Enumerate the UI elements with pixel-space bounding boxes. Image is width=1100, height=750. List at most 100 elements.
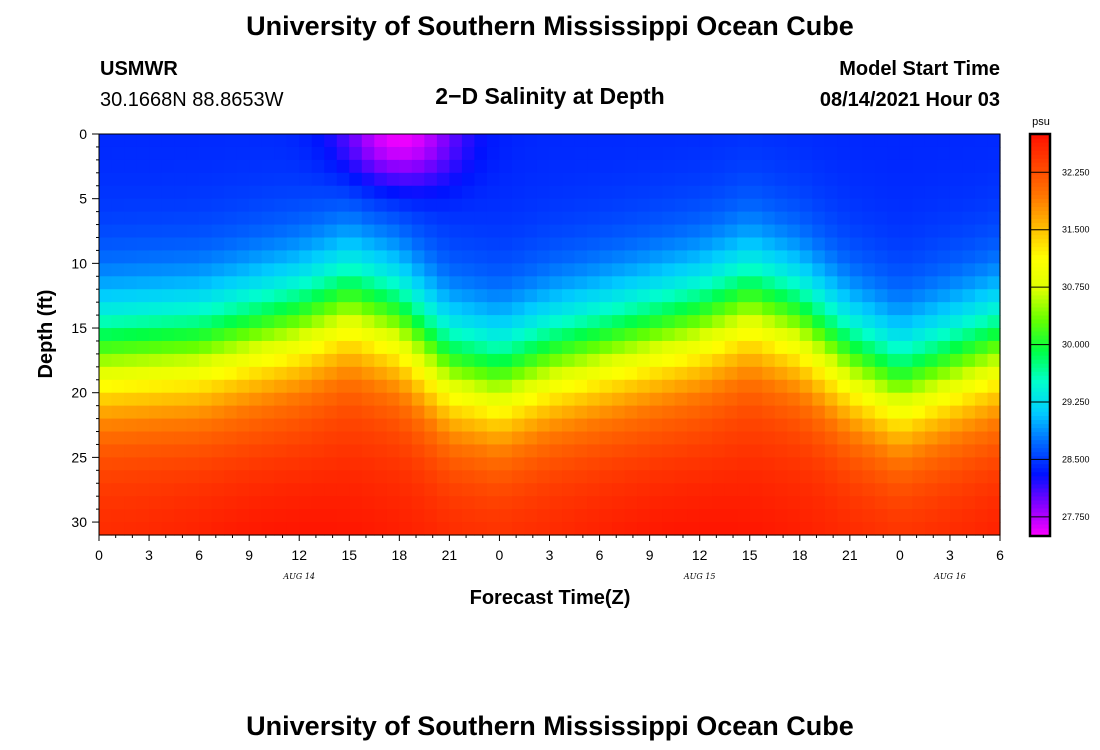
heatmap-cell <box>949 263 964 277</box>
heatmap-cell <box>912 159 926 174</box>
colorbar-band <box>1030 250 1050 256</box>
colorbar-band <box>1030 278 1050 284</box>
heatmap-cell <box>236 302 250 316</box>
heatmap-cell <box>987 405 1001 420</box>
heatmap-cell <box>824 405 838 420</box>
heatmap-cell <box>461 172 476 187</box>
heatmap-cell <box>774 418 788 433</box>
heatmap-cell <box>274 457 288 471</box>
heatmap-cell <box>712 328 726 342</box>
heatmap-cell <box>149 146 163 161</box>
heatmap-cell <box>562 172 576 187</box>
heatmap-cell <box>424 185 438 200</box>
heatmap-cell <box>724 392 738 407</box>
heatmap-cell <box>449 172 463 187</box>
heatmap-cell <box>399 431 413 446</box>
heatmap-cell <box>224 522 238 536</box>
heatmap-cell <box>849 340 863 355</box>
heatmap-cell <box>249 366 263 381</box>
heatmap-cell <box>411 146 425 161</box>
heatmap-cell <box>787 431 801 446</box>
heatmap-cell <box>799 315 813 329</box>
heatmap-cell <box>99 328 113 342</box>
heatmap-cell <box>224 366 238 381</box>
heatmap-cell <box>524 263 538 277</box>
colorbar-band <box>1030 527 1050 533</box>
heatmap-cell <box>299 522 313 536</box>
heatmap-cell <box>449 340 463 355</box>
heatmap-cell <box>461 496 476 510</box>
heatmap-cell <box>937 496 951 510</box>
heatmap-cell <box>899 379 913 394</box>
heatmap-cell <box>511 379 526 394</box>
heatmap-cell <box>161 146 175 161</box>
heatmap-cell <box>236 418 250 433</box>
heatmap-cell <box>674 457 688 471</box>
heatmap-cell <box>899 509 913 523</box>
heatmap-cell <box>511 289 526 303</box>
heatmap-cell <box>599 470 613 484</box>
heatmap-cell <box>474 237 488 252</box>
heatmap-cell <box>549 418 563 433</box>
heatmap-cell <box>962 172 976 187</box>
heatmap-cell <box>136 302 150 316</box>
heatmap-cell <box>699 366 713 381</box>
heatmap-cell <box>386 431 400 446</box>
heatmap-cell <box>712 172 726 187</box>
heatmap-cell <box>649 353 663 368</box>
x-tick-label: 6 <box>996 547 1004 563</box>
heatmap-cell <box>399 340 413 355</box>
heatmap-cell <box>211 159 225 174</box>
heatmap-cell <box>862 172 876 187</box>
heatmap-cell <box>324 353 338 368</box>
heatmap-cell <box>737 496 751 510</box>
heatmap-cell <box>724 328 738 342</box>
heatmap-cell <box>712 522 726 536</box>
heatmap-cell <box>324 250 338 264</box>
heatmap-cell <box>974 289 989 303</box>
heatmap-cell <box>562 431 576 446</box>
heatmap-cell <box>524 522 538 536</box>
heatmap-cell <box>486 379 501 394</box>
heatmap-cell <box>674 470 688 484</box>
heatmap-cell <box>124 366 138 381</box>
heatmap-cell <box>599 185 613 200</box>
heatmap-cell <box>649 185 663 200</box>
heatmap-cell <box>411 418 425 433</box>
heatmap-cell <box>311 522 325 536</box>
heatmap-cell <box>774 509 788 523</box>
heatmap-cell <box>536 263 551 277</box>
heatmap-cell <box>424 159 438 174</box>
heatmap-cell <box>599 263 613 277</box>
heatmap-cell <box>186 146 200 161</box>
heatmap-cell <box>824 496 838 510</box>
heatmap-cell <box>874 496 888 510</box>
heatmap-cell <box>874 289 888 303</box>
heatmap-cell <box>399 172 413 187</box>
heatmap-cell <box>687 457 701 471</box>
heatmap-cell <box>524 483 538 497</box>
heatmap-cell <box>587 289 601 303</box>
heatmap-cell <box>361 315 375 329</box>
heatmap-cell <box>486 134 501 148</box>
heatmap-cell <box>536 470 551 484</box>
heatmap-cell <box>962 379 976 394</box>
heatmap-cell <box>699 159 713 174</box>
heatmap-cell <box>511 405 526 420</box>
colorbar-band <box>1030 351 1050 356</box>
heatmap-cell <box>699 250 713 264</box>
heatmap-cell <box>749 146 763 161</box>
heatmap-cell <box>136 159 150 174</box>
heatmap-cell <box>374 198 388 213</box>
heatmap-cell <box>649 340 663 355</box>
heatmap-cell <box>662 379 676 394</box>
x-tick-label: 18 <box>792 547 808 563</box>
heatmap-cell <box>562 224 576 239</box>
heatmap-cell <box>637 159 651 174</box>
heatmap-cell <box>762 483 776 497</box>
heatmap-cell <box>286 315 300 329</box>
heatmap-cell <box>724 237 738 252</box>
heatmap-cell <box>124 392 138 407</box>
heatmap-cell <box>787 134 801 148</box>
